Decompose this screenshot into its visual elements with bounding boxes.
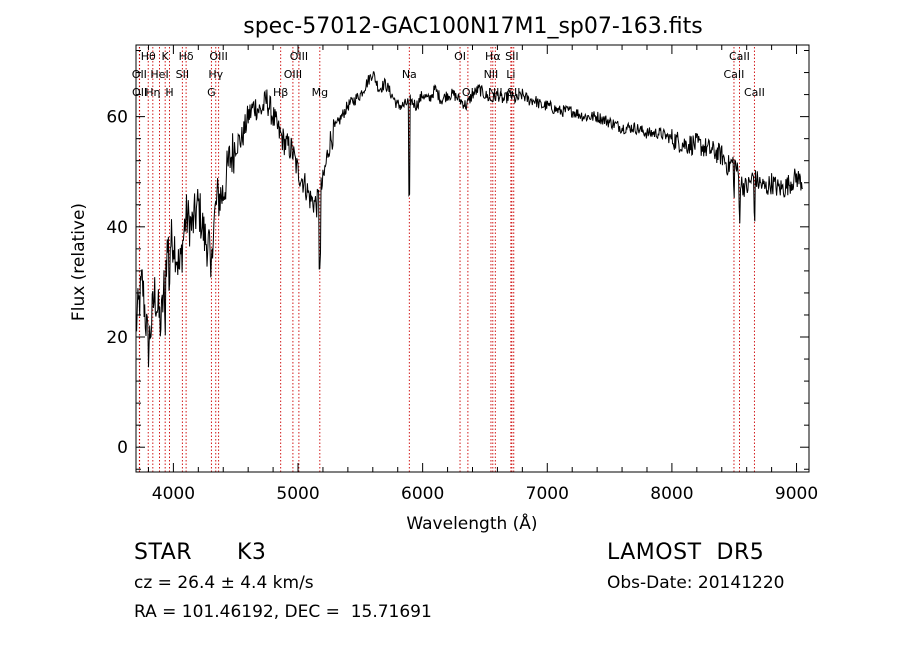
spectral-line-label: CaII	[724, 68, 745, 81]
x-axis: 4000 5000 6000 7000 8000 9000	[147, 45, 818, 504]
spectral-line-label: SII	[176, 68, 189, 81]
x-tick-label: 4000	[152, 484, 195, 504]
y-tick-label: 20	[106, 328, 128, 348]
x-tick-label: 6000	[401, 484, 444, 504]
spectral-line-label: Na	[402, 68, 417, 81]
spectral-line-label: K	[162, 50, 170, 63]
obs-date: Obs-Date: 20141220	[607, 573, 785, 593]
redshift-cz: cz = 26.4 ± 4.4 km/s	[134, 573, 314, 593]
spectral-line-label: OI	[462, 86, 474, 99]
spectral-line-label: Mg	[312, 86, 328, 99]
spectral-line-label: H	[165, 86, 173, 99]
x-tick-label: 5000	[276, 484, 319, 504]
spectral-line-label: OI	[454, 50, 466, 63]
spectral-line-label: HeI	[150, 68, 168, 81]
x-tick-label: 9000	[775, 484, 818, 504]
spectrum-series	[135, 71, 803, 368]
spectral-line-label: NII	[484, 68, 499, 81]
y-tick-label: 60	[106, 108, 128, 128]
y-tick-label: 0	[117, 438, 128, 458]
spectral-line-label: OII	[132, 68, 147, 81]
x-tick-label: 8000	[650, 484, 693, 504]
coordinates: RA = 101.46192, DEC = 15.71691	[134, 602, 432, 622]
spectral-line-label: CaII	[729, 50, 750, 63]
survey-label: LAMOST DR5	[607, 540, 765, 565]
object-class: STAR	[134, 540, 193, 565]
x-axis-label: Wavelength (Å)	[406, 512, 537, 534]
spectral-line-label: Hα	[485, 50, 501, 63]
spectral-line-label: CaII	[744, 86, 765, 99]
spectral-line-label: SII	[505, 50, 518, 63]
object-subclass: K3	[237, 540, 267, 565]
spectral-line-label: Hη	[145, 86, 160, 99]
spectral-line-label: OIII	[284, 68, 302, 81]
x-tick-label: 7000	[526, 484, 569, 504]
spectral-line-label: Hδ	[179, 50, 194, 63]
y-axis-label: Flux (relative)	[69, 203, 89, 321]
spectrum-line	[135, 71, 803, 368]
y-axis: 0 20 40 60	[106, 50, 809, 470]
spectral-line-label: G	[207, 86, 216, 99]
y-tick-label: 40	[106, 218, 128, 238]
spectral-line-label: OIII	[209, 50, 227, 63]
spectral-line-label: Hβ	[273, 86, 288, 99]
spectral-line-label: OIII	[290, 50, 308, 63]
spectral-line-label: Li	[506, 68, 515, 81]
spectral-line-label: NII	[488, 86, 503, 99]
spectral-line-label: Hθ	[141, 50, 156, 63]
chart-title: spec-57012-GAC100N17M1_sp07-163.fits	[243, 14, 703, 39]
emission-lines	[138, 47, 755, 472]
spectral-line-label: Hγ	[208, 68, 223, 81]
plot-frame	[135, 44, 810, 473]
